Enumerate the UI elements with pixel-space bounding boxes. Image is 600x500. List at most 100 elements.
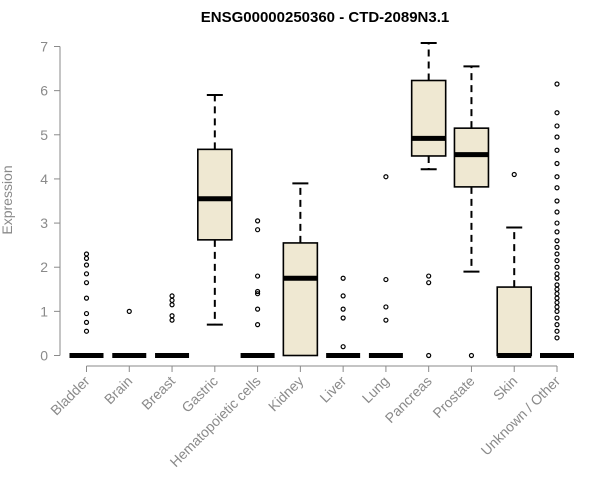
outlier-point: [83, 310, 90, 317]
x-tick-label: Kidney: [265, 373, 307, 415]
outlier-point: [554, 147, 560, 153]
box-hematopoietic-cells: [240, 218, 275, 358]
outlier-point: [554, 198, 560, 204]
outlier-point: [254, 227, 261, 233]
box-iqr: [453, 127, 490, 188]
x-tick-label: Gastric: [178, 373, 221, 416]
outlier-point: [426, 352, 432, 359]
box-pancreas: [410, 41, 447, 359]
box-prostate: [453, 65, 490, 359]
outlier-point: [554, 257, 560, 264]
outlier-point: [554, 304, 560, 310]
outlier-point: [83, 295, 90, 301]
y-tick-label: 1: [40, 303, 48, 319]
box-skin: [496, 171, 533, 358]
outlier-point: [468, 352, 475, 359]
outlier-point: [83, 280, 90, 286]
outlier-point: [554, 229, 560, 235]
outlier-point: [383, 317, 389, 323]
outlier-point: [554, 244, 560, 250]
y-tick-label: 6: [40, 83, 48, 99]
y-tick-label: 3: [40, 215, 48, 231]
outlier-point: [340, 275, 346, 281]
outlier-point: [169, 313, 175, 319]
outlier-point: [383, 174, 389, 180]
y-tick-label: 4: [40, 171, 48, 187]
outlier-point: [511, 171, 517, 178]
outlier-point: [126, 308, 132, 314]
outlier-point: [554, 174, 560, 180]
outlier-point: [554, 282, 560, 288]
outlier-point: [340, 293, 346, 299]
box-lung: [368, 174, 403, 358]
outlier-point: [254, 306, 261, 312]
x-tick-label: Bladder: [47, 373, 93, 419]
outlier-point: [340, 315, 346, 321]
outlier-point: [554, 81, 560, 87]
box-iqr: [197, 148, 233, 241]
y-axis-label: Expression: [0, 165, 15, 234]
box-unknown-other: [540, 81, 574, 358]
outlier-point: [426, 280, 432, 286]
y-tick-label: 5: [40, 127, 48, 143]
outlier-point: [83, 262, 90, 268]
x-tick-label: Prostate: [429, 373, 477, 421]
outlier-point: [554, 123, 560, 129]
outlier-point: [254, 322, 261, 328]
chart-title: ENSG00000250360 - CTD-2089N3.1: [201, 9, 449, 26]
outlier-point: [383, 276, 389, 283]
outlier-point: [554, 286, 560, 292]
y-axis: 0 1 2 3 4 5 6 7: [40, 39, 61, 364]
outlier-point: [554, 335, 560, 341]
outlier-point: [554, 220, 560, 226]
outlier-point: [383, 304, 389, 310]
outlier-point: [340, 306, 346, 312]
outlier-point: [83, 271, 90, 277]
box-iqr: [496, 286, 533, 357]
outlier-point: [554, 299, 560, 306]
x-tick-label: Unknown / Other: [478, 373, 564, 459]
outlier-point: [340, 344, 346, 350]
x-tick-label: Breast: [138, 373, 178, 413]
x-tick-label: Liver: [316, 373, 349, 406]
box-kidney: [282, 182, 319, 357]
box-liver: [326, 275, 361, 358]
outlier-point: [554, 264, 560, 270]
outlier-point: [554, 110, 560, 116]
outlier-point: [554, 275, 560, 281]
outlier-point: [254, 288, 261, 295]
outlier-point: [254, 273, 261, 279]
outlier-point: [554, 271, 560, 277]
outlier-point: [554, 160, 560, 167]
outlier-point: [254, 218, 261, 224]
outlier-point: [554, 251, 560, 257]
box-gastric: [197, 94, 233, 326]
outlier-point: [554, 209, 560, 215]
outlier-point: [554, 238, 560, 244]
x-tick-label: Skin: [490, 373, 521, 404]
outlier-point: [83, 255, 90, 261]
outlier-point: [554, 295, 560, 301]
box-brain: [112, 308, 147, 358]
outlier-point: [554, 315, 560, 321]
outlier-point: [169, 293, 175, 299]
outlier-point: [426, 273, 432, 279]
outlier-point: [554, 185, 560, 191]
box-breast: [155, 293, 190, 358]
box-iqr: [410, 79, 447, 157]
outlier-point: [169, 297, 175, 303]
outlier-point: [554, 134, 560, 140]
outlier-point: [554, 328, 560, 334]
outlier-point: [554, 291, 560, 297]
y-tick-label: 0: [40, 348, 48, 364]
outlier-point: [83, 328, 90, 334]
y-tick-label: 2: [40, 259, 48, 275]
outlier-point: [83, 251, 90, 257]
outlier-point: [83, 319, 90, 325]
outlier-point: [169, 302, 175, 308]
outlier-point: [169, 317, 175, 323]
boxes-group: [69, 41, 574, 359]
box-iqr: [282, 242, 319, 357]
